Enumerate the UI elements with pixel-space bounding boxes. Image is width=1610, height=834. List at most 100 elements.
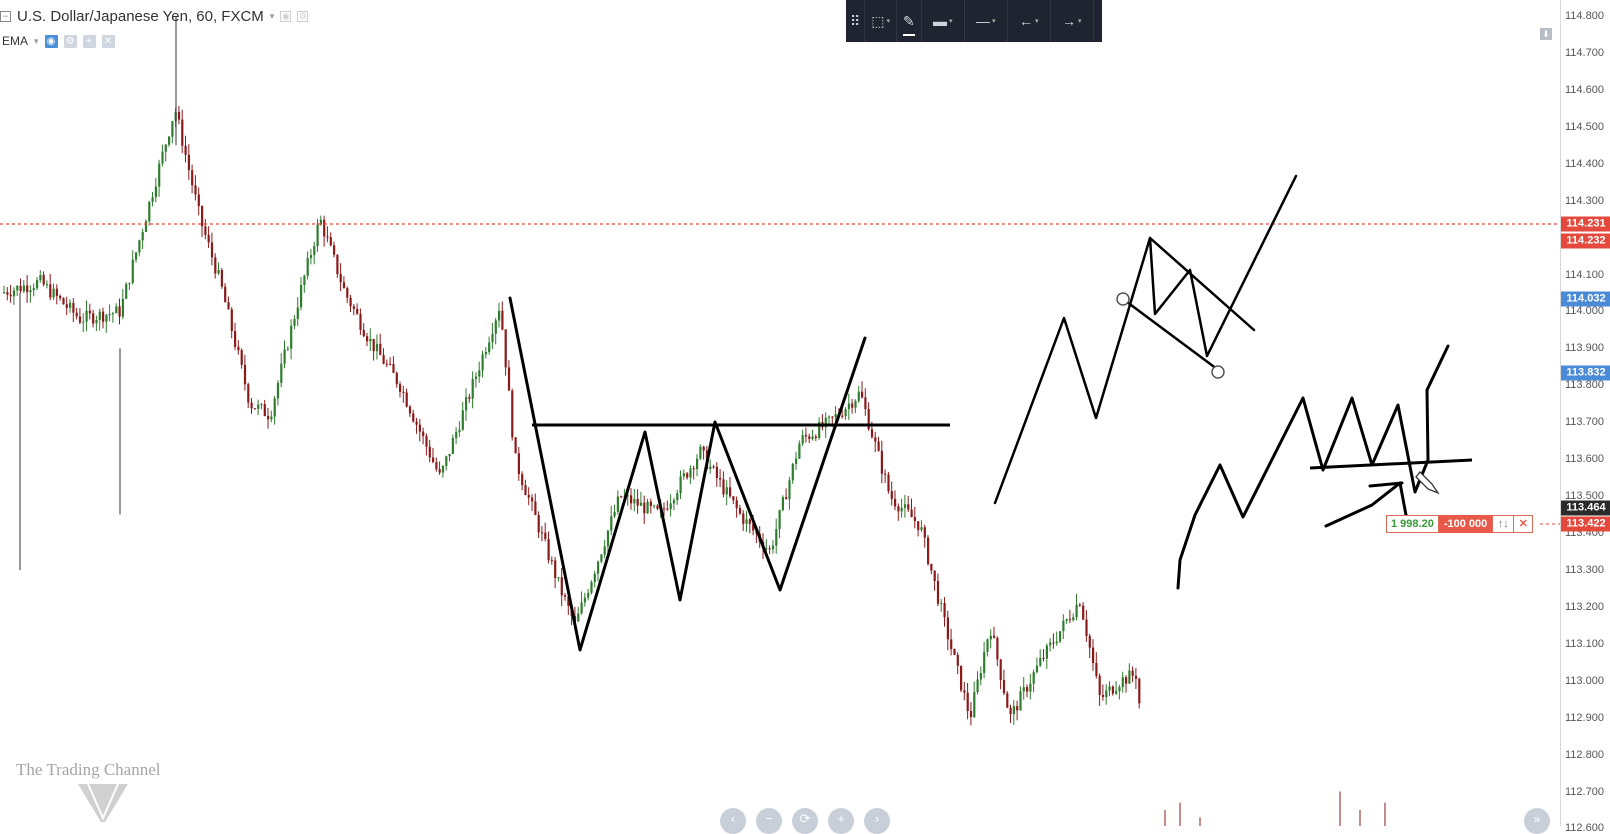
candle-body: [481, 354, 484, 371]
candle-body: [154, 186, 157, 198]
candle-body: [474, 376, 478, 380]
candle-body: [857, 391, 860, 401]
candle-body: [276, 382, 280, 399]
candle-body: [507, 367, 511, 391]
candle-body: [907, 504, 910, 510]
line-style-icon[interactable]: — ▾: [965, 0, 1008, 42]
chevron-down-icon[interactable]: ▾: [34, 35, 39, 46]
candle-body: [293, 319, 296, 326]
order-quantity[interactable]: 1 998.20: [1386, 515, 1439, 533]
candle-body: [1138, 678, 1141, 704]
chevron-down-icon[interactable]: ▾: [269, 11, 275, 21]
scroll-left-button[interactable]: ‹: [720, 808, 746, 834]
pen-tool-icon[interactable]: ✎: [897, 0, 922, 42]
chart-canvas[interactable]: [0, 0, 1560, 826]
candle-body: [620, 496, 623, 498]
candle-body: [818, 422, 821, 438]
candle-body: [458, 429, 461, 433]
candle-body: [455, 432, 458, 439]
candle-body: [184, 145, 187, 155]
order-size[interactable]: -100 000: [1438, 515, 1493, 533]
candle-body: [725, 487, 728, 495]
candle-body: [1108, 686, 1111, 691]
candle-body: [1131, 670, 1134, 676]
candle-body: [676, 493, 679, 501]
candle-body: [471, 379, 474, 399]
candle-body: [643, 502, 646, 514]
line-end-icon[interactable]: → ▾: [1051, 0, 1094, 42]
pen-cursor-icon: [1415, 471, 1440, 495]
candle-body: [405, 392, 408, 407]
selection-tool-icon[interactable]: ⬚ ▾: [865, 0, 898, 42]
price-tick: 112.600: [1565, 822, 1604, 834]
candle-body: [39, 274, 42, 281]
candle-body: [267, 415, 270, 420]
candle-body: [1111, 686, 1114, 694]
settings-icon[interactable]: ⚙: [297, 11, 309, 22]
candle-body: [478, 370, 481, 377]
logo-icon: [78, 784, 128, 822]
collapse-icon[interactable]: −: [0, 11, 11, 22]
candle-body: [62, 298, 65, 305]
price-tick: 114.000: [1565, 305, 1604, 318]
indicator-label[interactable]: EMA: [2, 34, 29, 48]
price-tick: 114.300: [1565, 194, 1604, 207]
add-icon[interactable]: +: [82, 34, 96, 48]
symbol-title[interactable]: U.S. Dollar/Japanese Yen, 60, FXCM: [17, 8, 264, 25]
candle-body: [82, 321, 85, 323]
close-icon[interactable]: ✕: [101, 34, 115, 48]
chevron-down-icon: ▾: [991, 18, 996, 25]
indicator-legend: EMA ▾ ◉ ⚙ + ✕: [2, 34, 115, 48]
candle-body: [636, 498, 639, 506]
candle-body: [45, 284, 49, 286]
zoom-in-button[interactable]: +: [828, 808, 854, 834]
scroll-right-button[interactable]: ›: [864, 808, 890, 834]
candle-body: [748, 519, 751, 524]
candle-body: [791, 463, 794, 481]
drag-handle-icon[interactable]: ⠿: [846, 0, 866, 42]
pin-icon[interactable]: ⬇: [1540, 28, 1552, 40]
price-tag: 113.422: [1561, 516, 1610, 532]
chart-area[interactable]: [0, 0, 1560, 826]
candle-body: [346, 288, 349, 298]
eye-icon[interactable]: ◉: [280, 11, 292, 22]
candle-body: [1082, 605, 1085, 620]
zoom-out-button[interactable]: −: [756, 808, 782, 834]
candle-body: [102, 311, 105, 322]
line-width-icon[interactable]: ▬ ▾: [922, 0, 965, 42]
line-start-icon[interactable]: ← ▾: [1008, 0, 1051, 42]
candle-body: [224, 286, 227, 303]
drawing-arrow: [1324, 481, 1408, 528]
candle-body: [547, 538, 550, 561]
candle-body: [217, 269, 220, 274]
reset-button[interactable]: ⟳: [792, 808, 818, 834]
scroll-to-realtime-button[interactable]: »: [1524, 808, 1550, 834]
candle-body: [118, 306, 121, 317]
candle-body: [448, 453, 451, 457]
order-line[interactable]: 1 998.20 -100 000 ↑↓ ✕: [1386, 515, 1534, 533]
candle-body: [597, 561, 600, 574]
candle-body: [247, 384, 250, 403]
settings-icon[interactable]: ⚙: [63, 34, 77, 48]
candle-body: [521, 474, 524, 486]
eye-icon[interactable]: ◉: [44, 34, 58, 48]
reverse-icon[interactable]: ↑↓: [1492, 515, 1515, 533]
candle-body: [151, 197, 154, 202]
candle-body: [336, 254, 339, 275]
candle-body: [428, 446, 431, 458]
drawing-flag-breakout: [993, 174, 1298, 505]
candle-body: [781, 497, 784, 511]
candle-body: [1042, 657, 1045, 659]
candle-body: [715, 466, 718, 478]
candle-body: [993, 635, 996, 638]
price-axis[interactable]: 114.800 114.700 114.600 114.500 114.400 114.3…: [1560, 0, 1610, 834]
candle-body: [884, 473, 887, 475]
candle-body: [197, 194, 200, 207]
close-order-icon[interactable]: ✕: [1514, 515, 1534, 533]
candle-body: [435, 462, 438, 470]
candle-body: [1075, 604, 1078, 618]
candle-body: [16, 285, 19, 291]
candle-body: [1072, 617, 1075, 621]
candle-body: [979, 673, 982, 680]
candle-body: [1105, 690, 1108, 697]
